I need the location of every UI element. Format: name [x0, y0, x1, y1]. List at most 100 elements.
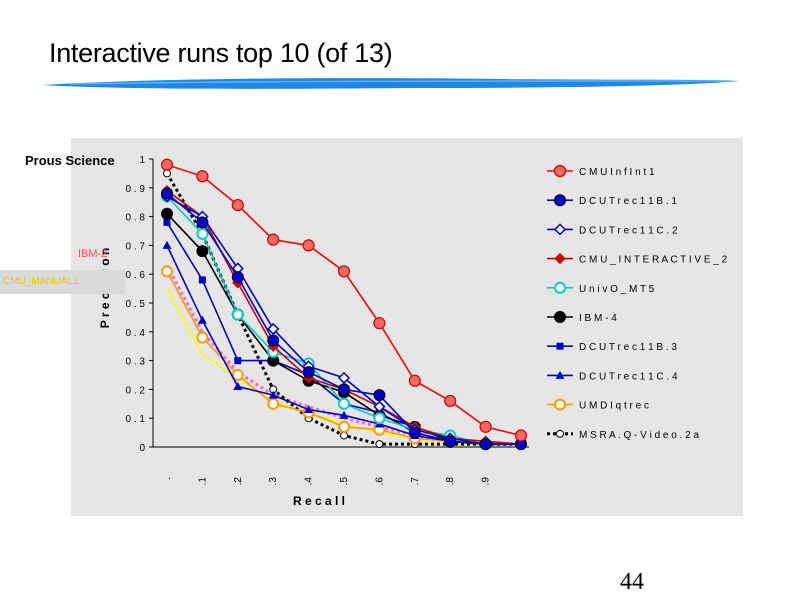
series-point-8 — [161, 265, 173, 278]
series-point-7 — [268, 390, 278, 399]
series-point-0-ring — [160, 158, 174, 171]
precision-recall-chart: 0 0 . 1 0 . 2 0 . 3 0 . 4 0 . 5 0 . 6 0 . 7 0 . … — [98, 155, 728, 508]
x-tick-label: .8 — [445, 477, 456, 486]
legend-label: D C U T r e c 1 1 C . 2 — [579, 225, 678, 236]
series-point-8 — [196, 331, 209, 344]
page-number: 44 — [620, 569, 644, 595]
legend-marker — [554, 398, 566, 411]
y-tick-label: 0 — [139, 443, 145, 454]
series-point-1 — [196, 216, 209, 229]
plot-area: 0 0 . 1 0 . 2 0 . 3 0 . 4 0 . 5 0 . 6 0 . 7 0 . … — [98, 155, 529, 508]
y-tick-label: 0 . 5 — [126, 299, 146, 310]
prous-science-label: Prous Science — [25, 153, 115, 168]
series-point-6 — [163, 218, 171, 226]
series-point-5 — [196, 245, 209, 258]
legend-marker — [554, 194, 566, 207]
legend-marker — [556, 429, 564, 438]
series-point-7 — [162, 240, 172, 249]
legend-marker — [556, 342, 564, 350]
legend-label: D C U T r e c 1 1 B . 1 — [579, 196, 677, 207]
y-tick-label: 0 . 1 — [126, 414, 146, 425]
series-point-0-ring — [302, 239, 315, 252]
series-point-0-ring — [514, 429, 528, 442]
series-point-9 — [375, 440, 384, 449]
series-point-7 — [233, 382, 243, 391]
series-point-4 — [196, 227, 209, 240]
legend-label: C M U _ I N T E R A C T I V E _ 2 — [579, 255, 728, 266]
series-point-8 — [231, 369, 244, 381]
series-point-9 — [163, 169, 171, 178]
series-point-0-ring — [231, 198, 244, 212]
series-point-8 — [267, 397, 280, 410]
series-point-8 — [338, 420, 350, 433]
series-point-6 — [234, 357, 242, 365]
y-tick-label: 0 . 7 — [126, 241, 146, 252]
y-tick-label: 0 . 8 — [126, 213, 146, 224]
x-tick-label: .7 — [410, 477, 421, 486]
x-tick-label: .6 — [374, 477, 385, 486]
series-point-4 — [338, 397, 350, 410]
ibm-2-label: IBM-2 — [78, 248, 108, 260]
y-tick-label: 0 . 9 — [126, 184, 146, 195]
title-underline-brush — [42, 78, 740, 89]
series-point-7 — [197, 315, 207, 324]
legend-label: D C U T r e c 1 1 C . 4 — [579, 371, 678, 382]
slide-title: Interactive runs top 10 (of 13) — [49, 38, 393, 68]
series-point-2 — [373, 400, 386, 413]
series-point-6 — [198, 276, 206, 284]
series-point-1 — [408, 426, 421, 439]
chart-legend: C M U I n f I n t 1 D C U T r e c 1 1 B .… — [547, 164, 728, 441]
series-point-1 — [444, 435, 457, 448]
chart-panel: 0 0 . 1 0 . 2 0 . 3 0 . 4 0 . 5 0 . 6 0 . 7 0 . … — [71, 138, 743, 516]
legend-label: I B M - 4 — [579, 313, 617, 324]
series-point-1 — [302, 366, 315, 379]
series-point-1 — [479, 438, 492, 451]
series-point-1 — [161, 187, 173, 200]
series-point-9 — [340, 431, 348, 440]
series-point-1 — [338, 383, 350, 396]
x-tick-label: . — [162, 477, 173, 480]
legend-label: C M U I n f I n t 1 — [579, 167, 655, 178]
series-point-0-ring — [373, 317, 386, 330]
series-point-4 — [373, 412, 386, 425]
x-tick-label: .4 — [304, 477, 315, 486]
x-tick-label: .5 — [339, 477, 350, 486]
y-tick-label: 0 . 6 — [126, 270, 146, 281]
series-point-1 — [267, 334, 280, 347]
series-point-0-ring — [267, 233, 280, 246]
series-point-0-ring — [337, 265, 351, 278]
x-tick-label: .9 — [481, 477, 492, 486]
series-point-0-ring — [479, 420, 492, 433]
legend-marker — [554, 281, 566, 294]
series-point-5 — [161, 207, 173, 220]
y-tick-label: 1 — [139, 155, 145, 166]
legend-marker — [554, 252, 566, 265]
cmu-manual-label: CMU_MANUAL1 — [0, 270, 125, 294]
x-tick-label: .1 — [197, 477, 208, 486]
series-point-0-ring — [408, 374, 421, 387]
series-point-0-ring — [196, 170, 209, 183]
legend-marker — [554, 311, 566, 323]
series-point-7 — [339, 410, 349, 419]
legend-marker-ring — [553, 164, 567, 178]
legend-label: D C U T r e c 1 1 B . 3 — [579, 342, 677, 353]
y-tick-label: 0 . 2 — [126, 385, 146, 396]
legend-label: U M D I q t r e c — [579, 401, 649, 412]
legend-label: M S R A . Q - V i d e o . 2 a — [579, 430, 699, 441]
series-line-11 — [166, 288, 521, 445]
legend-label: U n i v O _ M T 5 — [579, 284, 655, 295]
series-point-1 — [231, 271, 244, 284]
x-axis-title: R e c a l l — [293, 494, 345, 508]
series-point-1 — [373, 389, 386, 402]
legend-marker — [553, 223, 567, 236]
series-point-2 — [267, 322, 280, 335]
y-tick-label: 0 . 4 — [126, 328, 146, 339]
series-point-2 — [337, 371, 351, 384]
series-point-0-ring — [444, 394, 457, 408]
series-point-4 — [231, 308, 244, 321]
y-tick-label: 0 . 3 — [126, 357, 146, 368]
series-point-7 — [304, 405, 314, 414]
x-tick-label: .2 — [233, 477, 244, 486]
legend-marker — [555, 370, 565, 379]
x-tick-label: .3 — [268, 477, 279, 486]
